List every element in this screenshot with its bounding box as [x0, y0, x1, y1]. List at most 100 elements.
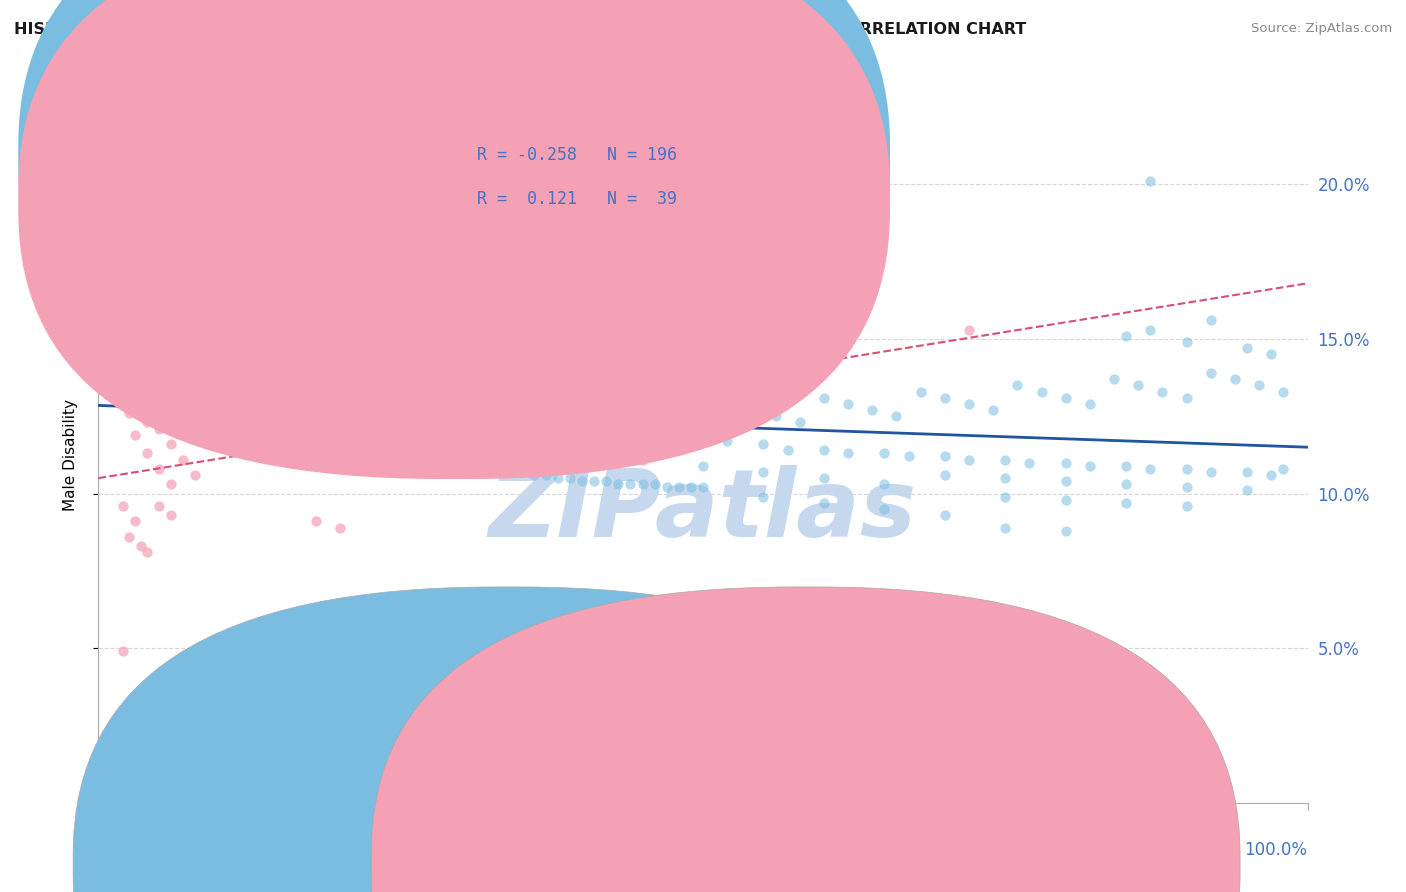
- Point: [910, 384, 932, 399]
- Point: [1175, 334, 1198, 349]
- Point: [342, 443, 364, 458]
- Point: [124, 338, 146, 352]
- Point: [148, 499, 170, 513]
- Point: [105, 359, 128, 374]
- Point: [1272, 462, 1295, 476]
- Point: [692, 431, 714, 445]
- Point: [172, 452, 194, 467]
- Point: [281, 422, 304, 436]
- Point: [631, 418, 654, 433]
- Point: [450, 409, 472, 424]
- Point: [873, 502, 896, 516]
- Point: [389, 357, 412, 371]
- Point: [221, 397, 243, 411]
- Point: [184, 406, 207, 420]
- Point: [957, 323, 980, 337]
- Point: [1199, 313, 1222, 327]
- Point: [172, 369, 194, 384]
- Point: [752, 490, 775, 504]
- Point: [413, 452, 436, 467]
- Point: [208, 381, 231, 395]
- Point: [269, 427, 291, 442]
- Point: [232, 406, 254, 420]
- Point: [837, 446, 859, 460]
- Point: [316, 437, 339, 451]
- Point: [1115, 477, 1137, 491]
- Point: [281, 437, 304, 451]
- Point: [486, 462, 509, 476]
- Point: [716, 397, 738, 411]
- Point: [413, 363, 436, 377]
- Point: [558, 471, 581, 485]
- Text: Hispanics or Latinos: Hispanics or Latinos: [526, 857, 673, 871]
- Point: [1018, 456, 1040, 470]
- Point: [1236, 483, 1258, 498]
- Point: [752, 465, 775, 479]
- Point: [873, 477, 896, 491]
- Point: [184, 378, 207, 392]
- Point: [129, 539, 152, 553]
- Point: [256, 409, 278, 424]
- Point: [1175, 462, 1198, 476]
- Point: [135, 446, 157, 460]
- Point: [1249, 378, 1271, 392]
- Point: [1007, 378, 1029, 392]
- Point: [245, 412, 267, 426]
- Point: [135, 310, 157, 325]
- Point: [547, 397, 569, 411]
- Point: [655, 425, 678, 439]
- Point: [1115, 329, 1137, 343]
- Point: [111, 376, 134, 390]
- Point: [1139, 174, 1161, 188]
- Point: [571, 474, 593, 488]
- Point: [208, 422, 231, 436]
- Point: [510, 465, 533, 479]
- Text: Immigrants from Bosnia and Herzegovina: Immigrants from Bosnia and Herzegovina: [824, 857, 1129, 871]
- Point: [160, 341, 183, 355]
- Point: [765, 409, 787, 424]
- Point: [1260, 468, 1282, 483]
- Point: [269, 416, 291, 430]
- Point: [813, 471, 835, 485]
- Point: [571, 403, 593, 417]
- Point: [1175, 499, 1198, 513]
- Point: [1054, 474, 1077, 488]
- Point: [450, 372, 472, 386]
- Point: [523, 468, 546, 483]
- Point: [353, 446, 375, 460]
- Point: [148, 462, 170, 476]
- Point: [595, 474, 617, 488]
- Point: [1175, 480, 1198, 494]
- Point: [221, 400, 243, 414]
- Point: [607, 412, 630, 426]
- Point: [316, 400, 339, 414]
- Point: [329, 520, 352, 534]
- Point: [148, 319, 170, 334]
- Point: [329, 440, 352, 454]
- Text: R = -0.258   N = 196: R = -0.258 N = 196: [477, 146, 676, 164]
- Point: [1054, 391, 1077, 405]
- Point: [886, 409, 908, 424]
- Point: [184, 468, 207, 483]
- Point: [934, 508, 956, 523]
- Point: [402, 452, 425, 467]
- Point: [305, 515, 328, 529]
- Point: [100, 376, 122, 390]
- Point: [1128, 378, 1150, 392]
- Text: ZIPatlas: ZIPatlas: [489, 465, 917, 557]
- Point: [124, 515, 146, 529]
- Point: [486, 381, 509, 395]
- Point: [292, 393, 315, 408]
- Point: [366, 446, 388, 460]
- Point: [583, 474, 606, 488]
- Point: [135, 329, 157, 343]
- Point: [105, 208, 128, 222]
- Point: [740, 403, 762, 417]
- Point: [1175, 391, 1198, 405]
- Point: [813, 391, 835, 405]
- Point: [655, 480, 678, 494]
- Point: [450, 458, 472, 473]
- Point: [813, 496, 835, 510]
- Point: [1152, 384, 1174, 399]
- Point: [934, 450, 956, 464]
